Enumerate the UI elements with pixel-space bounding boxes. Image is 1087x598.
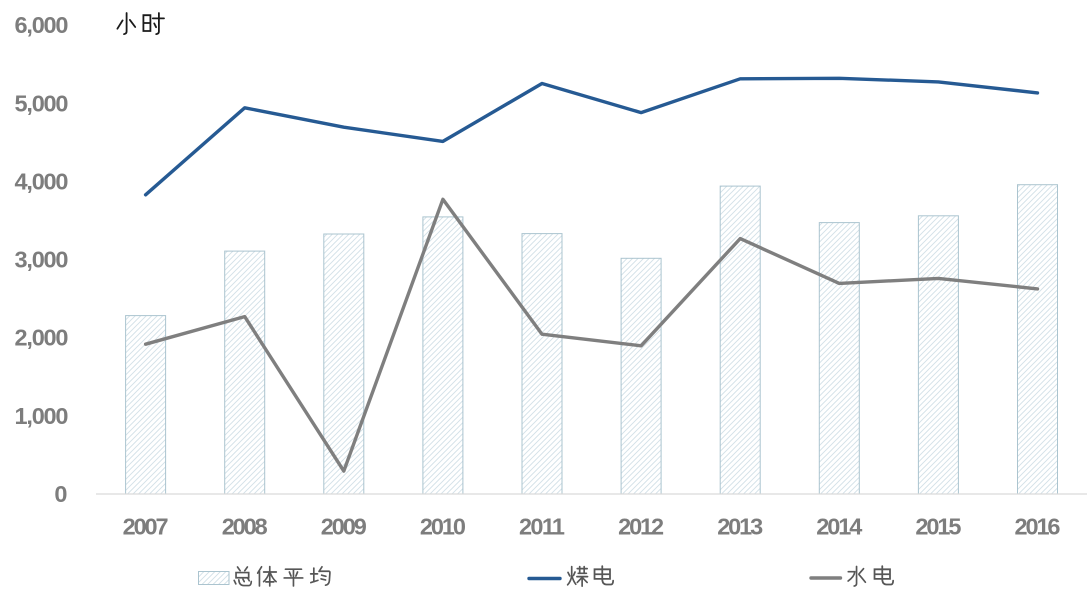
svg-text:5,000: 5,000 — [15, 90, 69, 116]
svg-text:2011: 2011 — [519, 514, 565, 540]
svg-text:3,000: 3,000 — [15, 247, 69, 273]
svg-text:1,000: 1,000 — [15, 403, 69, 429]
svg-text:2016: 2016 — [1015, 514, 1061, 540]
svg-text:2013: 2013 — [717, 514, 763, 540]
svg-text:2,000: 2,000 — [15, 325, 69, 351]
svg-text:6,000: 6,000 — [15, 12, 69, 38]
svg-text:2007: 2007 — [123, 514, 169, 540]
svg-text:2014: 2014 — [816, 514, 862, 540]
svg-text:2009: 2009 — [321, 514, 367, 540]
svg-text:2010: 2010 — [420, 514, 466, 540]
svg-text:0: 0 — [54, 481, 67, 507]
svg-text:4,000: 4,000 — [15, 168, 69, 194]
svg-text:2015: 2015 — [915, 514, 961, 540]
svg-text:2012: 2012 — [618, 514, 664, 540]
svg-text:2008: 2008 — [222, 514, 268, 540]
